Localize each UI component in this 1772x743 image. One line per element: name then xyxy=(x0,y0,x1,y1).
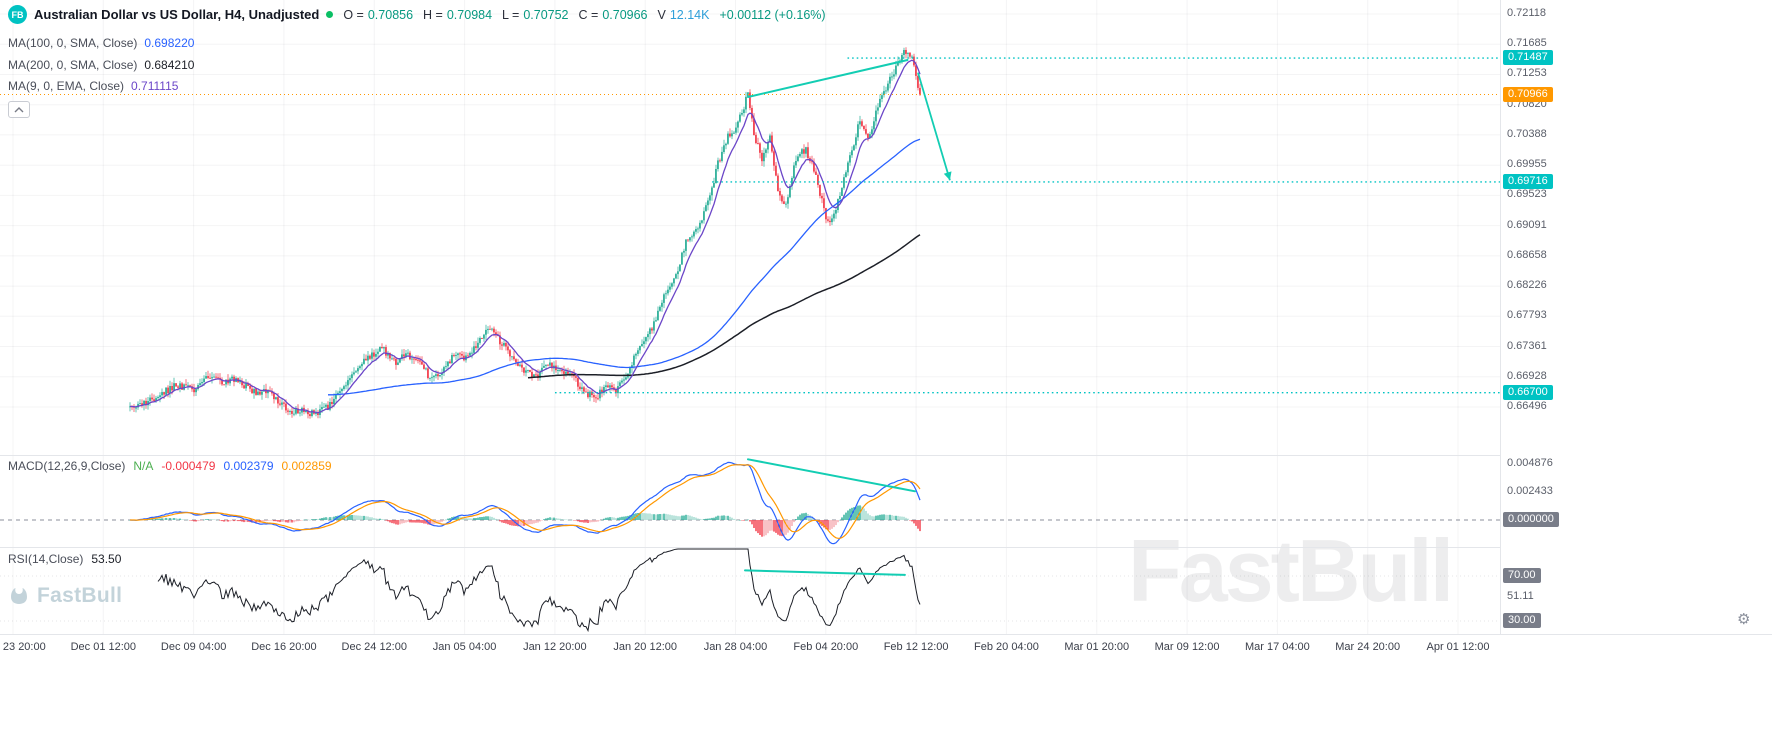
macd-legend-title: MACD(12,26,9,Close) xyxy=(8,459,126,473)
rsi-legend-title: RSI(14,Close) xyxy=(8,552,84,566)
ohlc-value: +0.00112 (+0.16%) xyxy=(719,7,826,22)
price-tick-label: 0.66496 xyxy=(1507,400,1547,412)
pane-divider[interactable] xyxy=(0,455,1772,456)
collapse-indicators-button[interactable] xyxy=(8,101,30,118)
ohlc-label: O = xyxy=(343,7,364,22)
ohlc-value: 0.70752 xyxy=(523,7,569,22)
macd-tick-label: 0.004876 xyxy=(1507,457,1553,470)
time-tick-label: Jan 05 04:00 xyxy=(432,641,497,653)
macd-legend: MACD(12,26,9,Close) N/A -0.000479 0.002379… xyxy=(8,459,332,473)
chart-canvas[interactable] xyxy=(0,0,1500,634)
ohlc-token: O = 0.70856 xyxy=(343,8,413,22)
price-tick-label: 0.67793 xyxy=(1507,309,1547,322)
time-tick-label: Feb 04 20:00 xyxy=(793,641,859,653)
time-tick-label: Apr 01 12:00 xyxy=(1426,641,1490,653)
price-tick-label: 0.71253 xyxy=(1507,67,1547,80)
price-tick-label: 0.69091 xyxy=(1507,218,1547,231)
rsi-current-label: 51.11 xyxy=(1507,590,1534,603)
time-tick-label: Mar 17 04:00 xyxy=(1244,641,1310,653)
ma-legend-row: MA(9, 0, EMA, Close) 0.711115 xyxy=(8,79,178,93)
ohlc-value: 12.14K xyxy=(669,7,710,22)
ma-legend-name: MA(9, 0, EMA, Close) xyxy=(8,79,125,93)
fastbull-logo: FastBull xyxy=(7,584,122,608)
settings-gear-icon[interactable]: ⚙ xyxy=(1737,611,1751,628)
ohlc-token: L = 0.70752 xyxy=(502,8,568,22)
price-tick-label: 0.71685 xyxy=(1507,37,1547,50)
rsi-legend: RSI(14,Close) 53.50 xyxy=(8,552,121,566)
macd-legend-value: 0.002859 xyxy=(281,459,332,473)
price-tick-label: 0.67361 xyxy=(1507,339,1547,352)
time-axis[interactable]: Nov 23 20:00 Dec 01 12:00 Dec 09 04:00 Dec … xyxy=(0,634,1772,661)
macd-legend-value: 0.002379 xyxy=(223,459,274,473)
ohlc-label: L = xyxy=(502,7,520,22)
price-tick-label: 0.69955 xyxy=(1507,158,1547,171)
ohlc-token: C = 0.70966 xyxy=(579,8,648,22)
price-tick-label: 0.70388 xyxy=(1507,127,1547,140)
ma-legend-value: 0.698220 xyxy=(144,36,195,50)
macd-tick-label: 0.002433 xyxy=(1507,485,1553,498)
time-tick-label: Jan 28 04:00 xyxy=(703,641,768,653)
price-tick-label: 0.68658 xyxy=(1507,248,1547,261)
ohlc-value: 0.70966 xyxy=(602,7,648,22)
fastbull-logo-text: FastBull xyxy=(37,584,123,607)
price-level-badge: 0.66700 xyxy=(1503,384,1553,400)
time-tick-label: Dec 16 20:00 xyxy=(251,641,317,653)
ohlc-token: +0.00112 (+0.16%) xyxy=(719,8,825,22)
price-tick-label: 0.72118 xyxy=(1507,7,1546,19)
time-tick-label: Feb 12 12:00 xyxy=(883,641,949,653)
time-tick-label: Jan 20 12:00 xyxy=(613,641,677,653)
macd-zero-badge: 0.000000 xyxy=(1503,512,1559,527)
rsi-legend-value: 53.50 xyxy=(91,552,122,566)
rsi-level-badge: 30.00 xyxy=(1503,613,1541,628)
chevron-up-icon xyxy=(14,106,24,112)
ma-legend-name: MA(200, 0, SMA, Close) xyxy=(8,57,138,72)
bull-icon xyxy=(11,588,27,604)
ohlc-label: H = xyxy=(423,7,443,22)
ohlc-value: 0.70984 xyxy=(446,7,493,22)
pane-divider[interactable] xyxy=(0,547,1772,548)
current-price-badge: 0.70966 xyxy=(1503,86,1553,102)
ohlc-token: H = 0.70984 xyxy=(423,8,492,22)
ohlc-value: 0.70856 xyxy=(367,7,414,22)
time-tick-label: Dec 01 12:00 xyxy=(70,641,137,653)
ma-legend-row: MA(100, 0, SMA, Close) 0.698220 xyxy=(8,36,194,50)
ma-legend-value: 0.711115 xyxy=(131,79,179,93)
time-tick-label: Nov 23 20:00 xyxy=(0,641,46,653)
price-tick-label: 0.66928 xyxy=(1507,369,1547,382)
ma-legend-name: MA(100, 0, SMA, Close) xyxy=(8,36,138,50)
market-open-dot xyxy=(326,11,334,18)
time-tick-label: Mar 24 20:00 xyxy=(1335,641,1401,653)
price-level-badge: 0.69716 xyxy=(1503,173,1553,189)
time-tick-label: Mar 09 12:00 xyxy=(1154,641,1220,653)
macd-legend-value: -0.000479 xyxy=(161,459,216,473)
ohlc-values: O = 0.70856 H = 0.70984 L = 0.70752 C = 0.70966… xyxy=(343,8,825,22)
fastbull-watermark: FastBull xyxy=(1128,521,1454,620)
price-level-badge: 0.71487 xyxy=(1503,50,1553,66)
ma-legend-value: 0.684210 xyxy=(144,57,195,72)
time-tick-label: Jan 12 20:00 xyxy=(523,641,587,653)
time-tick-label: Dec 09 04:00 xyxy=(160,641,227,653)
time-tick-label: Mar 01 20:00 xyxy=(1064,641,1130,653)
ohlc-label: C = xyxy=(578,7,599,22)
ohlc-label: V xyxy=(657,7,666,22)
price-scale[interactable]: 0.72118 0.71685 0.71253 0.70820 0.70388 0.699… xyxy=(1500,0,1772,634)
main-chart-pane[interactable]: FastBull xyxy=(0,0,1500,634)
macd-legend-value: N/A xyxy=(133,459,154,473)
ohlc-token: V 12.14K xyxy=(658,8,710,22)
chart-title: Australian Dollar vs US Dollar, H4, Unad… xyxy=(34,7,320,22)
price-tick-label: 0.69523 xyxy=(1507,188,1547,201)
time-tick-label: Feb 20 04:00 xyxy=(974,641,1039,653)
symbol-logo: FB xyxy=(8,5,27,24)
rsi-level-badge: 70.00 xyxy=(1503,568,1541,583)
ma-legend-row: MA(200, 0, SMA, Close) 0.684210 xyxy=(8,58,194,72)
price-tick-label: 0.68226 xyxy=(1507,279,1547,292)
time-tick-label: Dec 24 12:00 xyxy=(341,641,407,653)
